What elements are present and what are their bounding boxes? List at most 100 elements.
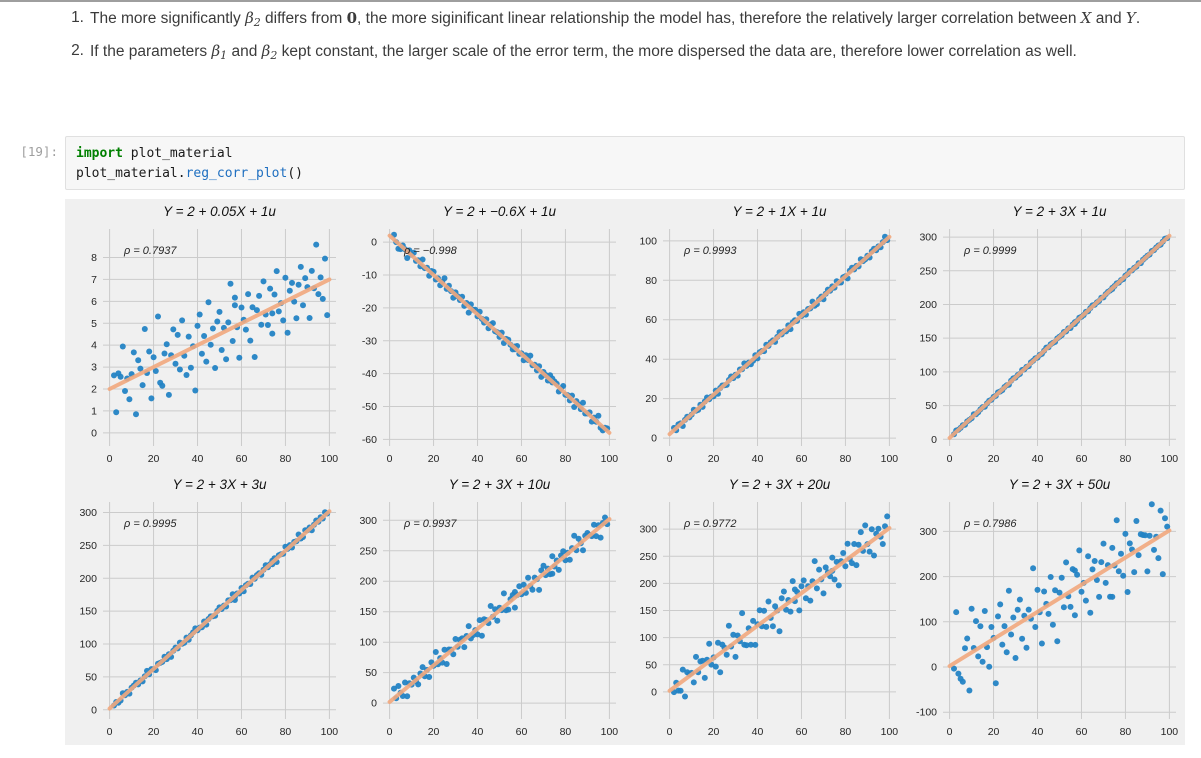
x-tick-label: 60	[796, 726, 808, 738]
data-point	[194, 322, 201, 329]
data-point	[575, 535, 582, 542]
y-tick-label: -30	[362, 335, 377, 347]
data-point	[1085, 553, 1092, 560]
data-point	[820, 590, 827, 597]
y-tick-label: -40	[362, 368, 377, 380]
data-point	[258, 321, 265, 328]
x-tick-label: 60	[1076, 453, 1088, 465]
data-point	[275, 308, 282, 315]
y-tick-label: -50	[362, 401, 377, 413]
data-point	[959, 678, 966, 685]
subplot-1: 0 20 40 60 80 100 0 1 2 3 4 5 6 7 8 Y = 2 + 0.05X + 1u ρ…	[91, 204, 338, 465]
data-point	[313, 241, 320, 248]
data-point	[247, 337, 254, 344]
rho-annotation: ρ = 0.9995	[123, 518, 177, 530]
data-point	[813, 585, 820, 592]
y-tick-label: 0	[91, 704, 97, 716]
x-tick-label: 40	[472, 453, 484, 465]
data-point	[172, 360, 179, 367]
data-point	[966, 687, 973, 694]
data-point	[816, 566, 823, 573]
data-point	[300, 302, 306, 309]
data-point	[196, 311, 203, 318]
data-point	[855, 541, 862, 548]
y-tick-label: 100	[919, 366, 937, 378]
y-tick-label: 300	[79, 507, 97, 519]
data-point	[1148, 501, 1155, 508]
data-point	[743, 642, 750, 649]
data-point	[1060, 604, 1067, 611]
data-point	[682, 693, 688, 700]
data-point	[1052, 587, 1059, 594]
data-point	[763, 623, 770, 630]
data-point	[798, 583, 805, 590]
data-point	[862, 522, 869, 529]
markdown-list: 1. The more significantly β2 differs from…	[60, 4, 1185, 70]
y-tick-label: 3	[91, 362, 97, 374]
data-point	[289, 279, 295, 286]
data-point	[1030, 565, 1037, 572]
data-point	[282, 274, 289, 281]
data-point	[231, 294, 238, 301]
y-tick-label: 7	[91, 274, 97, 286]
data-point	[122, 388, 128, 394]
data-point	[981, 608, 988, 614]
data-point	[198, 350, 205, 357]
data-point	[549, 570, 556, 577]
code-line: plot_material.reg_corr_plot()	[76, 166, 303, 181]
data-point	[1003, 649, 1010, 656]
data-point	[732, 653, 739, 660]
data-point	[216, 308, 223, 315]
y-tick-label: -20	[362, 302, 377, 314]
x-tick-label: 100	[1161, 453, 1179, 465]
x-tick-label: 0	[947, 726, 953, 738]
x-tick-label: 60	[516, 453, 528, 465]
data-point	[1126, 540, 1133, 547]
data-point	[1120, 572, 1127, 579]
code-cell-input[interactable]: import plot_material plot_material.reg_co…	[65, 136, 1185, 190]
execution-count-prompt: [19]:	[20, 144, 58, 159]
data-point	[1144, 568, 1151, 575]
regression-line	[667, 526, 892, 693]
data-point	[426, 674, 433, 680]
code-lines: import plot_material plot_material.reg_co…	[76, 144, 1174, 184]
y-tick-label: 8	[91, 252, 97, 264]
data-point	[391, 685, 397, 692]
data-point	[725, 622, 732, 629]
data-point	[148, 395, 155, 402]
data-point	[597, 534, 604, 541]
data-point	[853, 562, 860, 569]
data-point	[223, 356, 230, 363]
list-number: 2.	[71, 42, 84, 59]
subplot-title: Y = 2 + 3X + 20u	[729, 477, 831, 492]
data-point	[1010, 614, 1017, 621]
data-point	[690, 679, 697, 686]
y-tick-label: 300	[919, 232, 937, 244]
data-point	[183, 372, 190, 378]
data-point	[979, 658, 986, 665]
y-tick-label: 250	[639, 551, 657, 563]
data-point	[264, 322, 271, 328]
data-point	[1045, 610, 1052, 617]
data-point	[829, 554, 836, 561]
x-tick-label: 80	[1120, 726, 1132, 738]
data-point	[831, 576, 838, 583]
data-point	[1041, 588, 1048, 595]
data-point	[1118, 550, 1124, 557]
rho-annotation: ρ = −0.998	[403, 245, 458, 257]
data-point	[986, 663, 993, 670]
y-tick-label: -60	[362, 434, 377, 446]
data-point	[505, 606, 512, 613]
data-point	[778, 595, 785, 602]
markdown-cell[interactable]: 1. The more significantly β2 differs from…	[60, 4, 1185, 70]
data-point	[752, 641, 759, 648]
x-tick-label: 40	[472, 726, 484, 738]
data-point	[1109, 544, 1116, 551]
y-tick-label: -10	[362, 270, 377, 282]
data-point	[842, 563, 849, 570]
data-point	[675, 687, 682, 694]
data-point	[679, 666, 686, 673]
regression-line	[107, 277, 332, 392]
x-tick-label: 20	[428, 726, 440, 738]
data-point	[315, 291, 322, 298]
